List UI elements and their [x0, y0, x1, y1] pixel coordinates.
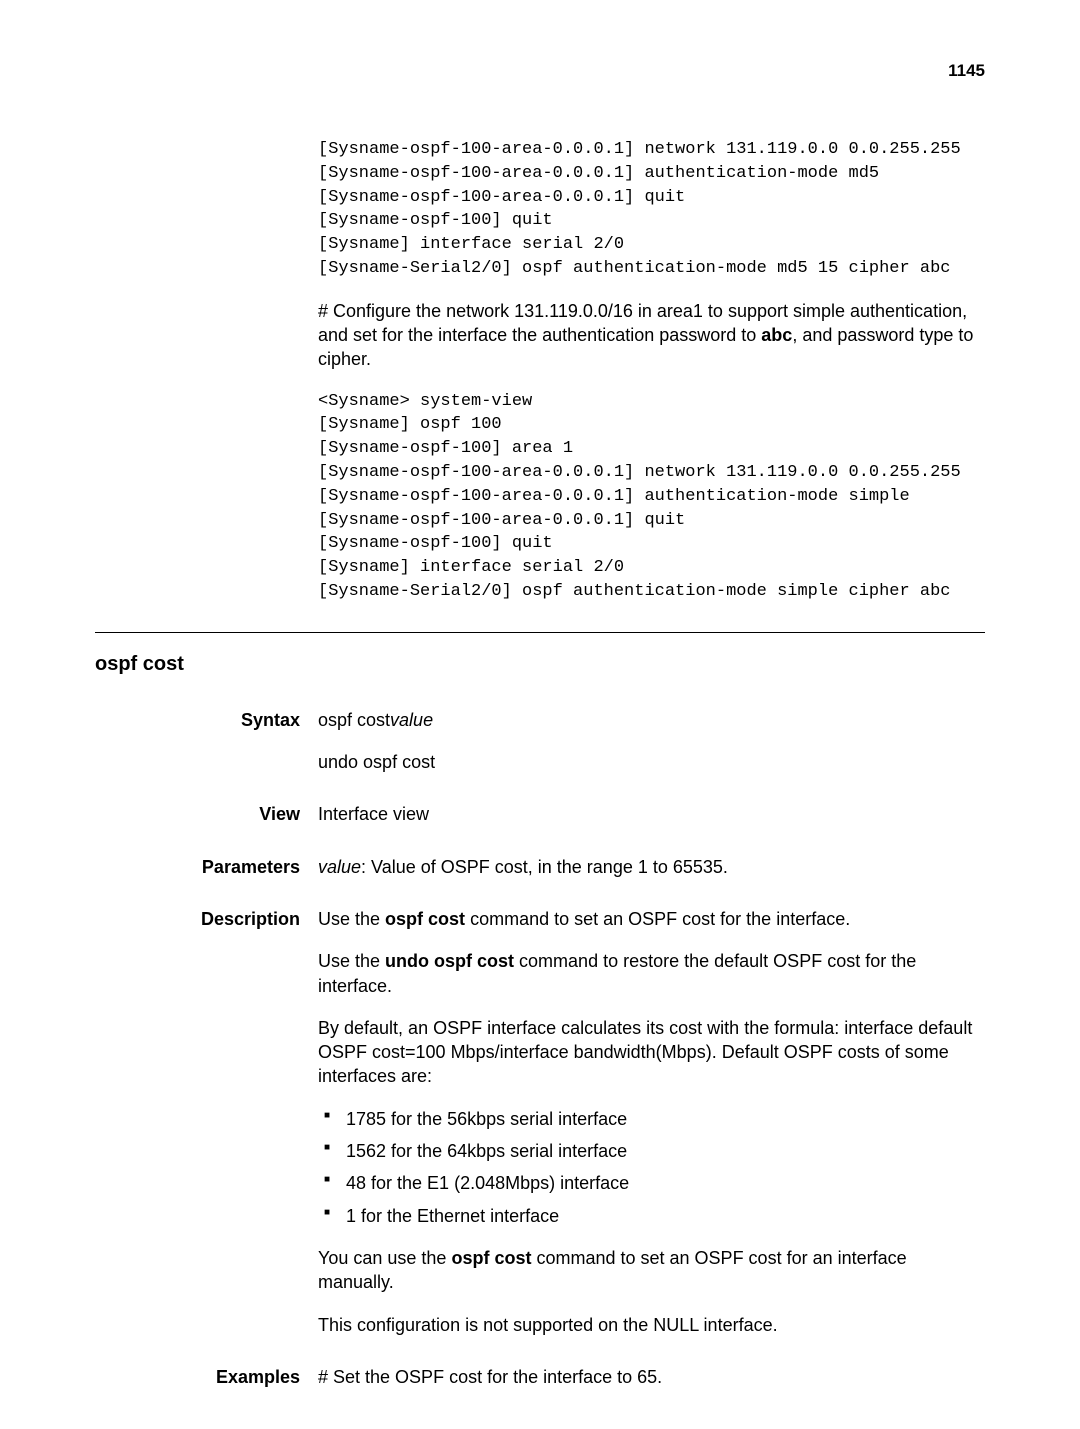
desc-p4-bold: ospf cost — [451, 1248, 531, 1268]
label-description: Description — [95, 907, 300, 1337]
page-number: 1145 — [95, 60, 985, 83]
desc-p3: By default, an OSPF interface calculates… — [318, 1016, 985, 1089]
label-parameters: Parameters — [95, 855, 300, 879]
desc-p4-pre: You can use the — [318, 1248, 451, 1268]
syntax-line-2: undo ospf cost — [318, 750, 985, 774]
desc-p2: Use the undo ospf cost command to restor… — [318, 949, 985, 998]
list-item: 48 for the E1 (2.048Mbps) interface — [318, 1171, 985, 1195]
label-examples: Examples — [95, 1365, 300, 1389]
empty-label — [95, 138, 300, 604]
list-item: 1785 for the 56kbps serial interface — [318, 1107, 985, 1131]
section-divider — [95, 632, 985, 633]
label-view: View — [95, 802, 300, 826]
view-text: Interface view — [318, 802, 985, 826]
code-block-top: [Sysname-ospf-100-area-0.0.0.1] network … — [318, 138, 985, 281]
examples-text: # Set the OSPF cost for the interface to… — [318, 1365, 985, 1389]
param-name: value — [318, 857, 361, 877]
list-item: 1 for the Ethernet interface — [318, 1204, 985, 1228]
parameters-text: value: Value of OSPF cost, in the range … — [318, 855, 985, 879]
desc-p1: Use the ospf cost command to set an OSPF… — [318, 907, 985, 931]
syntax-arg: value — [390, 710, 433, 730]
desc-p1-bold: ospf cost — [385, 909, 465, 929]
desc-p2-pre: Use the — [318, 951, 385, 971]
syntax-cmd: ospf cost — [318, 710, 390, 730]
note-bold: abc — [761, 325, 792, 345]
code-block-mid: <Sysname> system-view [Sysname] ospf 100… — [318, 390, 985, 604]
desc-bullet-list: 1785 for the 56kbps serial interface 1562… — [318, 1107, 985, 1228]
desc-p1-pre: Use the — [318, 909, 385, 929]
list-item: 1562 for the 64kbps serial interface — [318, 1139, 985, 1163]
desc-p2-bold: undo ospf cost — [385, 951, 514, 971]
label-syntax: Syntax — [95, 708, 300, 775]
desc-p1-post: command to set an OSPF cost for the inte… — [465, 909, 850, 929]
syntax-line-1: ospf costvalue — [318, 708, 985, 732]
param-desc: : Value of OSPF cost, in the range 1 to … — [361, 857, 728, 877]
section-title: ospf cost — [95, 651, 985, 678]
note-paragraph: # Configure the network 131.119.0.0/16 i… — [318, 299, 985, 372]
desc-p4: You can use the ospf cost command to set… — [318, 1246, 985, 1295]
desc-p5: This configuration is not supported on t… — [318, 1313, 985, 1337]
